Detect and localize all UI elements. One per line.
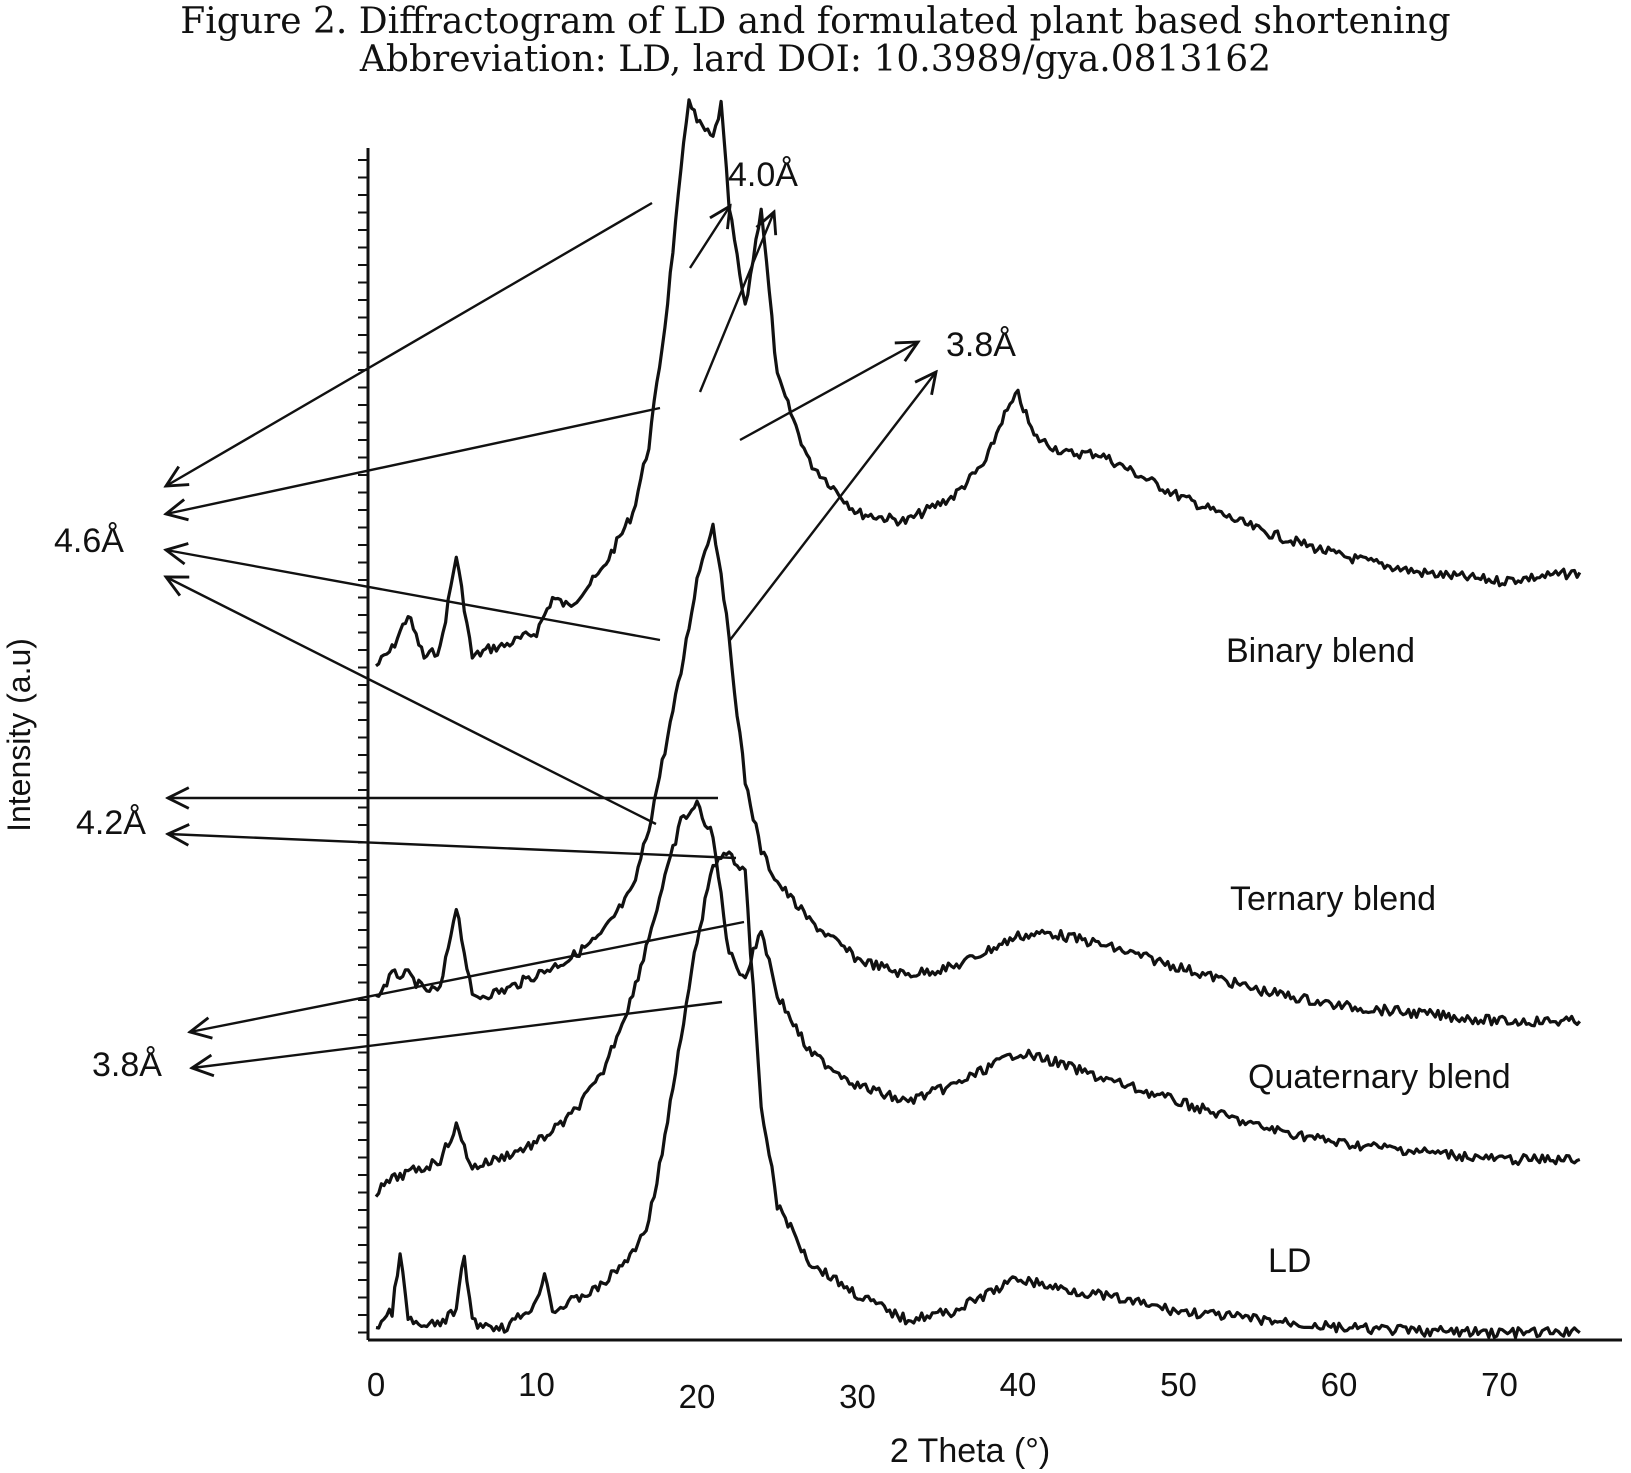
series-label-binary: Binary blend <box>1226 632 1415 670</box>
x-tick-label: 0 <box>367 1366 385 1403</box>
annotation-arrows <box>166 201 936 1068</box>
series-label-ternary: Ternary blend <box>1230 880 1436 918</box>
arrow-4-0A-2 <box>698 212 774 393</box>
series-label-ld: LD <box>1268 1242 1311 1280</box>
annotation-4-2A: 4.2Å <box>76 804 146 842</box>
arrow-4-2A-2 <box>168 834 737 860</box>
series-layer <box>374 98 1582 1340</box>
x-tick-label: 10 <box>518 1366 555 1403</box>
arrow-3-8A-1 <box>739 342 918 442</box>
arrow-4-6A-3 <box>166 550 661 642</box>
series-line-quaternary-blend <box>374 799 1581 1198</box>
annotation-4-0A: 4.0Å <box>728 156 798 194</box>
arrow-4-6A-2 <box>166 406 661 514</box>
x-tick-label: 20 <box>679 1378 716 1415</box>
annotation-3-8A-top: 3.8Å <box>946 326 1016 364</box>
series-label-quaternary: Quaternary blend <box>1248 1058 1511 1096</box>
arrow-4-0A-1 <box>688 206 730 269</box>
figure-caption-line2: Abbreviation: LD, lard DOI: 10.3989/gya.… <box>359 39 1272 80</box>
arrow-3-8A-3 <box>190 920 745 1032</box>
x-tick-label: 70 <box>1481 1366 1518 1403</box>
arrow-3-8A-2 <box>729 372 936 641</box>
x-tick-label: 40 <box>1000 1366 1037 1403</box>
series-line-binary-blend <box>375 98 1582 668</box>
arrow-3-8A-4 <box>192 1000 723 1068</box>
annotation-3-8A-bottom: 3.8Å <box>92 1046 162 1084</box>
x-tick-label: 30 <box>839 1378 876 1415</box>
y-axis-minor-ticks <box>358 159 368 1334</box>
y-axis-title: Intensity (a.u) <box>1 638 37 832</box>
series-line-ld <box>375 850 1581 1340</box>
x-tick-label: 50 <box>1160 1366 1197 1403</box>
x-tick-labels: 0 10 20 30 40 50 60 70 <box>367 1366 1518 1415</box>
figure-caption-line1: Figure 2. Diffractogram of LD and formul… <box>180 1 1451 42</box>
x-axis-title: 2 Theta (°) <box>890 1432 1050 1470</box>
arrow-4-6A-4 <box>166 577 657 826</box>
x-tick-label: 60 <box>1321 1366 1358 1403</box>
arrow-4-6A-1 <box>166 201 653 486</box>
annotation-4-6A: 4.6Å <box>54 522 124 560</box>
